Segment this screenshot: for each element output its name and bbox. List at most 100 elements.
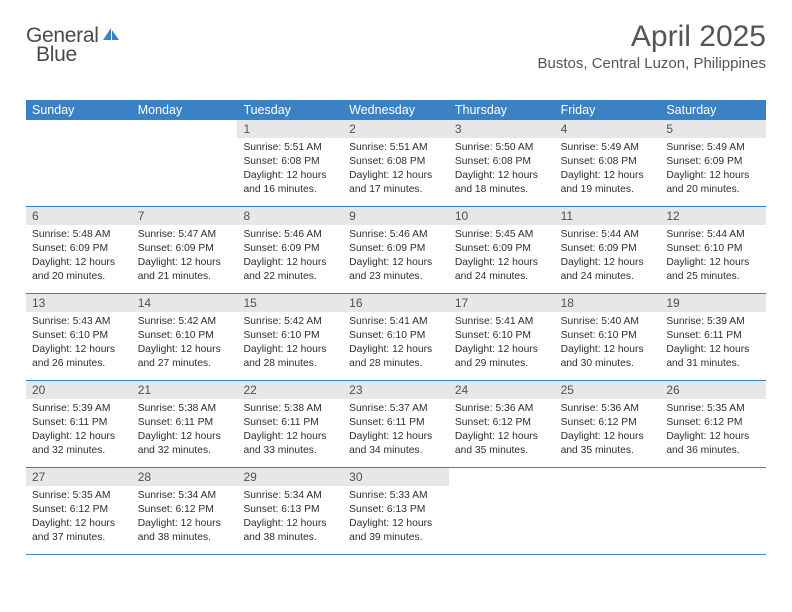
day-cell: 14Sunrise: 5:42 AMSunset: 6:10 PMDayligh…	[132, 294, 238, 380]
day-cell: 22 Sunrise: 5:38 AMSunset: 6:11 PMDayligh…	[237, 381, 343, 467]
day-cell: 6Sunrise: 5:48 AMSunset: 6:09 PMDaylight…	[26, 207, 132, 293]
day-number: 28	[132, 468, 238, 486]
daylight-text: Daylight: 12 hours and 23 minutes.	[349, 256, 443, 284]
day-cell: 19Sunrise: 5:39 AMSunset: 6:11 PMDayligh…	[660, 294, 766, 380]
sunrise-text: Sunrise: 5:35 AM	[32, 489, 126, 503]
daylight-text: Daylight: 12 hours and 30 minutes.	[561, 343, 655, 371]
sunset-text: Sunset: 6:11 PM	[243, 416, 337, 430]
day-cell: 3Sunrise: 5:50 AMSunset: 6:08 PMDaylight…	[449, 120, 555, 206]
week-row: 1Sunrise: 5:51 AMSunset: 6:08 PMDaylight…	[26, 120, 766, 207]
sunset-text: Sunset: 6:11 PM	[349, 416, 443, 430]
daylight-text: Daylight: 12 hours and 39 minutes.	[349, 517, 443, 545]
day-number: 6	[26, 207, 132, 225]
day-number: 29	[237, 468, 343, 486]
daylight-text: Daylight: 12 hours and 25 minutes.	[666, 256, 760, 284]
daylight-text: Daylight: 12 hours and 16 minutes.	[243, 169, 337, 197]
daylight-text: Daylight: 12 hours and 34 minutes.	[349, 430, 443, 458]
day-body: Sunrise: 5:42 AMSunset: 6:10 PMDaylight:…	[132, 312, 238, 377]
sunset-text: Sunset: 6:10 PM	[349, 329, 443, 343]
day-body: Sunrise: 5:51 AMSunset: 6:08 PMDaylight:…	[343, 138, 449, 203]
sunrise-text: Sunrise: 5:44 AM	[561, 228, 655, 242]
sunset-text: Sunset: 6:11 PM	[32, 416, 126, 430]
daylight-text: Daylight: 12 hours and 24 minutes.	[455, 256, 549, 284]
sunrise-text: Sunrise: 5:51 AM	[349, 141, 443, 155]
day-cell	[555, 468, 661, 554]
day-body: Sunrise: 5:47 AMSunset: 6:09 PMDaylight:…	[132, 225, 238, 290]
day-cell	[449, 468, 555, 554]
day-body: Sunrise: 5:50 AMSunset: 6:08 PMDaylight:…	[449, 138, 555, 203]
day-number: 21	[132, 381, 238, 399]
daylight-text: Daylight: 12 hours and 35 minutes.	[561, 430, 655, 458]
sunrise-text: Sunrise: 5:45 AM	[455, 228, 549, 242]
sunset-text: Sunset: 6:13 PM	[349, 503, 443, 517]
sunrise-text: Sunrise: 5:38 AM	[243, 402, 337, 416]
day-cell: 24Sunrise: 5:36 AMSunset: 6:12 PMDayligh…	[449, 381, 555, 467]
sunset-text: Sunset: 6:09 PM	[455, 242, 549, 256]
day-body: Sunrise: 5:43 AMSunset: 6:10 PMDaylight:…	[26, 312, 132, 377]
header: General April 2025 Bustos, Central Luzon…	[26, 20, 766, 72]
day-cell: 12Sunrise: 5:44 AMSunset: 6:10 PMDayligh…	[660, 207, 766, 293]
day-number: 18	[555, 294, 661, 312]
weeks-container: 1Sunrise: 5:51 AMSunset: 6:08 PMDaylight…	[26, 120, 766, 555]
day-cell: 7Sunrise: 5:47 AMSunset: 6:09 PMDaylight…	[132, 207, 238, 293]
sunrise-text: Sunrise: 5:48 AM	[32, 228, 126, 242]
day-body: Sunrise: 5:46 AMSunset: 6:09 PMDaylight:…	[237, 225, 343, 290]
daylight-text: Daylight: 12 hours and 18 minutes.	[455, 169, 549, 197]
daylight-text: Daylight: 12 hours and 24 minutes.	[561, 256, 655, 284]
day-number: 22	[237, 381, 343, 399]
daylight-text: Daylight: 12 hours and 32 minutes.	[138, 430, 232, 458]
sunset-text: Sunset: 6:12 PM	[666, 416, 760, 430]
sunset-text: Sunset: 6:10 PM	[138, 329, 232, 343]
month-title: April 2025	[538, 20, 766, 54]
dow-cell: Wednesday	[343, 100, 449, 120]
sunrise-text: Sunrise: 5:40 AM	[561, 315, 655, 329]
day-body: Sunrise: 5:39 AMSunset: 6:11 PMDaylight:…	[26, 399, 132, 464]
page: General April 2025 Bustos, Central Luzon…	[0, 0, 792, 575]
sunrise-text: Sunrise: 5:39 AM	[32, 402, 126, 416]
day-number: 30	[343, 468, 449, 486]
location-text: Bustos, Central Luzon, Philippines	[538, 55, 766, 72]
day-number: 12	[660, 207, 766, 225]
sunset-text: Sunset: 6:09 PM	[32, 242, 126, 256]
sunset-text: Sunset: 6:09 PM	[349, 242, 443, 256]
day-number: 19	[660, 294, 766, 312]
day-cell	[26, 120, 132, 206]
day-cell: 16Sunrise: 5:41 AMSunset: 6:10 PMDayligh…	[343, 294, 449, 380]
sunset-text: Sunset: 6:08 PM	[243, 155, 337, 169]
dow-cell: Friday	[555, 100, 661, 120]
sunrise-text: Sunrise: 5:36 AM	[455, 402, 549, 416]
day-cell: 18Sunrise: 5:40 AMSunset: 6:10 PMDayligh…	[555, 294, 661, 380]
day-body: Sunrise: 5:41 AMSunset: 6:10 PMDaylight:…	[449, 312, 555, 377]
day-number: 8	[237, 207, 343, 225]
day-body: Sunrise: 5:33 AMSunset: 6:13 PMDaylight:…	[343, 486, 449, 551]
day-of-week-row: SundayMondayTuesdayWednesdayThursdayFrid…	[26, 100, 766, 120]
day-body: Sunrise: 5:42 AMSunset: 6:10 PMDaylight:…	[237, 312, 343, 377]
daylight-text: Daylight: 12 hours and 33 minutes.	[243, 430, 337, 458]
sunrise-text: Sunrise: 5:33 AM	[349, 489, 443, 503]
day-number: 7	[132, 207, 238, 225]
sunrise-text: Sunrise: 5:46 AM	[243, 228, 337, 242]
day-number: 27	[26, 468, 132, 486]
day-body: Sunrise: 5:35 AMSunset: 6:12 PMDaylight:…	[660, 399, 766, 464]
day-number: 26	[660, 381, 766, 399]
day-number: 14	[132, 294, 238, 312]
day-number: 16	[343, 294, 449, 312]
sunrise-text: Sunrise: 5:38 AM	[138, 402, 232, 416]
sunrise-text: Sunrise: 5:51 AM	[243, 141, 337, 155]
daylight-text: Daylight: 12 hours and 20 minutes.	[666, 169, 760, 197]
day-cell: 27Sunrise: 5:35 AMSunset: 6:12 PMDayligh…	[26, 468, 132, 554]
day-body: Sunrise: 5:48 AMSunset: 6:09 PMDaylight:…	[26, 225, 132, 290]
sunset-text: Sunset: 6:13 PM	[243, 503, 337, 517]
daylight-text: Daylight: 12 hours and 32 minutes.	[32, 430, 126, 458]
sunrise-text: Sunrise: 5:44 AM	[666, 228, 760, 242]
sunrise-text: Sunrise: 5:43 AM	[32, 315, 126, 329]
week-row: 13Sunrise: 5:43 AMSunset: 6:10 PMDayligh…	[26, 294, 766, 381]
day-body: Sunrise: 5:37 AMSunset: 6:11 PMDaylight:…	[343, 399, 449, 464]
day-cell: 26Sunrise: 5:35 AMSunset: 6:12 PMDayligh…	[660, 381, 766, 467]
sunset-text: Sunset: 6:12 PM	[32, 503, 126, 517]
day-body: Sunrise: 5:46 AMSunset: 6:09 PMDaylight:…	[343, 225, 449, 290]
daylight-text: Daylight: 12 hours and 35 minutes.	[455, 430, 549, 458]
sunset-text: Sunset: 6:10 PM	[32, 329, 126, 343]
sunset-text: Sunset: 6:12 PM	[138, 503, 232, 517]
day-body: Sunrise: 5:45 AMSunset: 6:09 PMDaylight:…	[449, 225, 555, 290]
